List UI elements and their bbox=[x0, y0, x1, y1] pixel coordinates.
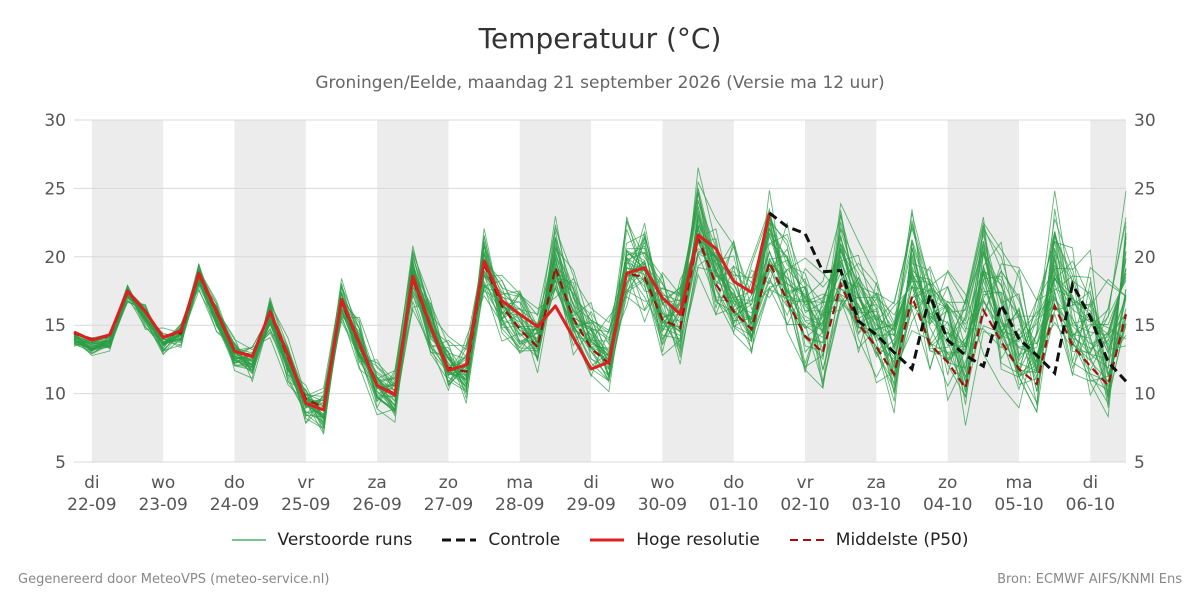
legend-label-median: Middelste (P50) bbox=[835, 530, 969, 550]
x-tick-date-2: 24-09 bbox=[210, 495, 259, 515]
legend: Verstoorde runs Controle Hoge resolutie … bbox=[0, 530, 1200, 550]
x-tick-day-11: za bbox=[867, 473, 886, 493]
y-tick-left-15: 15 bbox=[44, 316, 66, 336]
ensemble-run-32 bbox=[73, 192, 1127, 418]
y-tick-left-10: 10 bbox=[44, 385, 66, 405]
x-tick-day-0: di bbox=[84, 473, 100, 493]
y-tick-left-20: 20 bbox=[44, 248, 66, 268]
legend-label-ensemble: Verstoorde runs bbox=[277, 530, 413, 550]
series-control-line bbox=[768, 211, 1128, 383]
x-tick-date-4: 26-09 bbox=[352, 495, 401, 515]
legend-swatch-hres bbox=[590, 538, 625, 542]
footer-credit: Gegenereerd door MeteoVPS (meteo-service… bbox=[18, 572, 330, 587]
x-tick-day-4: za bbox=[367, 473, 386, 493]
x-tick-day-12: zo bbox=[938, 473, 957, 493]
x-tick-date-1: 23-09 bbox=[138, 495, 187, 515]
ensemble-run-24 bbox=[73, 229, 1127, 408]
footer-source: Bron: ECMWF AIFS/KNMI Ens bbox=[997, 572, 1182, 587]
ensemble-run-39 bbox=[73, 180, 1127, 436]
y-tick-right-10: 10 bbox=[1134, 385, 1156, 405]
day-band-2 bbox=[234, 120, 306, 462]
x-tick-day-3: vr bbox=[297, 473, 314, 493]
x-tick-date-5: 27-09 bbox=[424, 495, 473, 515]
x-tick-date-13: 05-10 bbox=[994, 495, 1043, 515]
legend-item-ensemble[interactable]: Verstoorde runs bbox=[231, 530, 413, 550]
legend-swatch-control bbox=[442, 538, 477, 542]
y-tick-right-15: 15 bbox=[1134, 316, 1156, 336]
x-tick-day-8: wo bbox=[650, 473, 674, 493]
day-band-6 bbox=[519, 120, 592, 462]
x-tick-date-9: 01-10 bbox=[709, 495, 758, 515]
x-tick-day-7: di bbox=[583, 473, 599, 493]
legend-item-control[interactable]: Controle bbox=[442, 530, 560, 550]
x-tick-day-1: wo bbox=[151, 473, 175, 493]
x-tick-day-5: zo bbox=[439, 473, 458, 493]
main-series-layer bbox=[73, 211, 1128, 412]
y-tick-left-5: 5 bbox=[55, 453, 66, 473]
y-tick-right-5: 5 bbox=[1134, 453, 1145, 473]
legend-label-control: Controle bbox=[488, 530, 561, 550]
x-tick-date-6: 28-09 bbox=[495, 495, 544, 515]
legend-swatch-median bbox=[789, 539, 824, 541]
x-tick-date-14: 06-10 bbox=[1066, 495, 1115, 515]
x-tick-date-12: 04-10 bbox=[923, 495, 972, 515]
y-tick-left-30: 30 bbox=[44, 111, 66, 131]
x-tick-date-11: 03-10 bbox=[852, 495, 901, 515]
day-band-8 bbox=[662, 120, 734, 462]
x-tick-day-9: do bbox=[723, 473, 744, 493]
x-tick-day-14: di bbox=[1083, 473, 1099, 493]
legend-label-hres: Hoge resolutie bbox=[636, 530, 760, 550]
day-shading-layer bbox=[91, 120, 1126, 462]
chart-title: Temperatuur (°C) bbox=[478, 22, 722, 55]
x-tick-date-7: 29-09 bbox=[566, 495, 615, 515]
ensemble-run-27 bbox=[73, 208, 1127, 428]
x-tick-day-13: ma bbox=[1006, 473, 1033, 493]
y-tick-left-25: 25 bbox=[44, 179, 66, 199]
ensemble-run-15 bbox=[73, 207, 1127, 415]
ensemble-run-38 bbox=[73, 190, 1127, 409]
y-tick-right-30: 30 bbox=[1134, 111, 1156, 131]
legend-item-hres[interactable]: Hoge resolutie bbox=[590, 530, 760, 550]
x-tick-day-10: vr bbox=[797, 473, 814, 493]
x-tick-day-2: do bbox=[224, 473, 245, 493]
legend-item-median[interactable]: Middelste (P50) bbox=[789, 530, 969, 550]
series-hres-line bbox=[73, 212, 771, 412]
ensemble-run-35 bbox=[73, 213, 1127, 424]
x-tick-day-6: ma bbox=[506, 473, 533, 493]
x-tick-date-8: 30-09 bbox=[638, 495, 687, 515]
ensemble-run-34 bbox=[73, 218, 1127, 430]
chart-subtitle: Groningen/Eelde, maandag 21 september 20… bbox=[315, 73, 885, 93]
x-tick-date-0: 22-09 bbox=[67, 495, 116, 515]
ensemble-run-37 bbox=[73, 218, 1127, 420]
legend-swatch-ensemble bbox=[231, 539, 266, 541]
day-band-10 bbox=[805, 120, 877, 462]
y-tick-right-25: 25 bbox=[1134, 179, 1156, 199]
x-tick-date-3: 25-09 bbox=[281, 495, 330, 515]
y-tick-right-20: 20 bbox=[1134, 248, 1156, 268]
x-tick-date-10: 02-10 bbox=[780, 495, 829, 515]
